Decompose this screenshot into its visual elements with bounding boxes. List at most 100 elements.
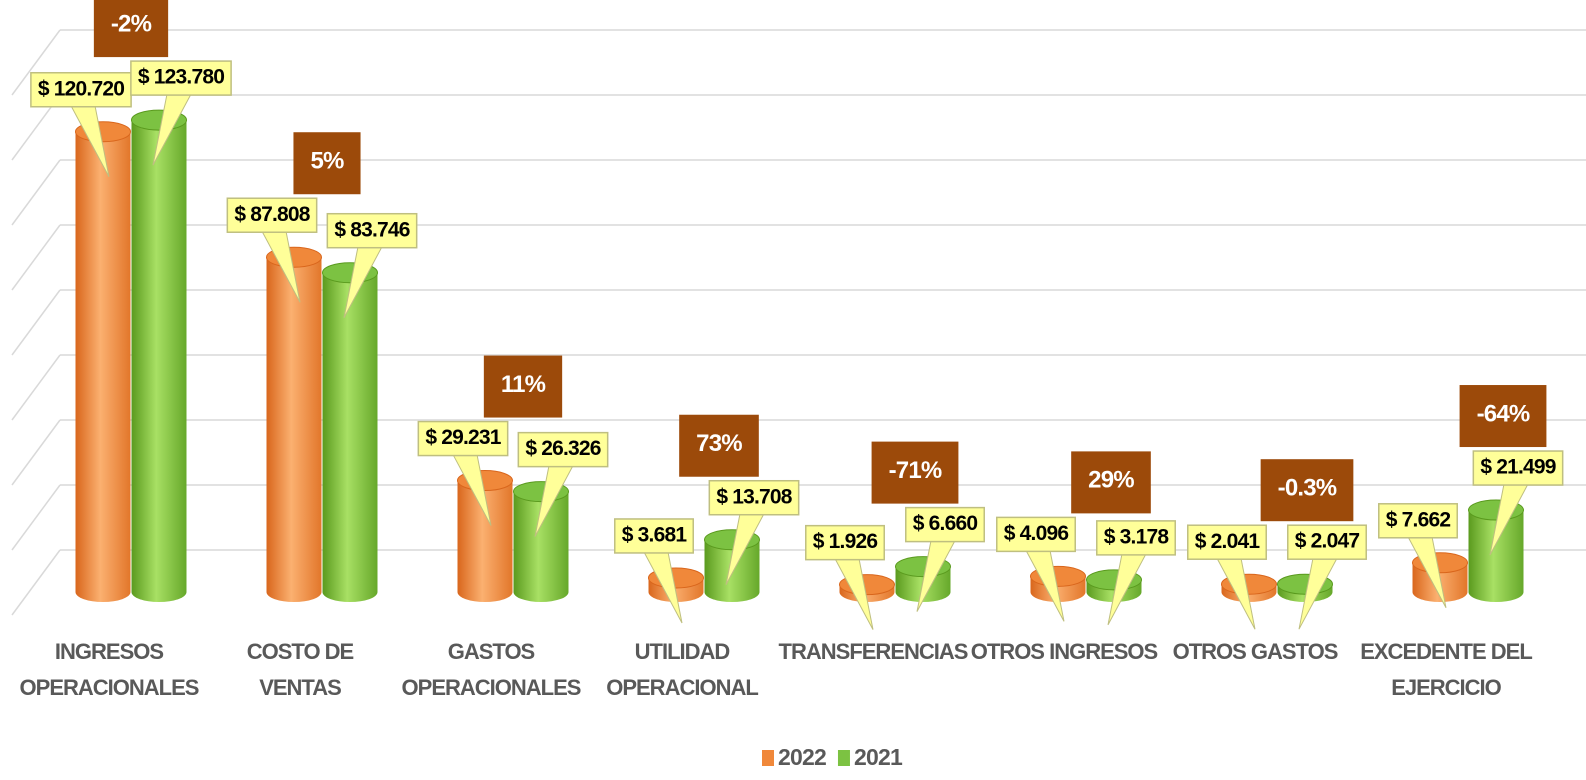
x-tick-label: TRANSFERENCIAS [778,639,969,664]
bar [75,121,131,602]
grid-line-side [11,224,61,291]
bar-body [1468,510,1524,602]
annotation: -64% [1459,385,1547,448]
label-box [805,524,885,561]
data-label-text: $ 7.662 [1386,508,1451,531]
annotation-text: -0.3% [1278,475,1337,502]
legend-label: 2021 [854,744,903,770]
bar [322,262,378,602]
label-box [326,212,418,249]
data-label: $ 1.926 [805,524,885,630]
grid-line-side [11,419,61,486]
annotation-text: 29% [1088,467,1134,494]
annotation-text: -64% [1477,400,1530,427]
bar-body [266,257,322,602]
annotation-box [871,441,959,504]
label-box [30,72,132,108]
label-box [130,60,232,96]
grid-line-side [11,159,61,226]
x-tick-label: INGRESOS OPERACIONALES [19,639,200,700]
data-label-text: $ 2.041 [1195,530,1261,553]
x-tick-label: COSTO DE VENTAS [246,639,355,700]
annotation: 73% [679,414,759,477]
bar-body [457,480,513,602]
x-tick-label: OTROS INGRESOS [970,639,1158,664]
data-label-text: $ 26.326 [525,437,600,460]
data-label-text: $ 29.231 [425,426,501,449]
annotation-box [483,355,563,418]
label-box [1096,520,1176,556]
annotation: 11% [483,355,563,418]
annotation-box [1459,385,1547,448]
data-label-text: $ 21.499 [1480,456,1555,479]
data-label-text: $ 3.681 [622,524,688,547]
data-label-text: $ 4.096 [1004,522,1069,545]
grid-line-side [11,549,61,616]
label-box [226,197,318,233]
data-label: $ 123.780 [130,60,232,166]
x-tick-label: OTROS GASTOS [1172,639,1339,664]
label-box [996,516,1076,553]
label-box [417,420,509,457]
annotation-box [679,414,759,477]
annotation: 5% [293,132,361,195]
legend-label: 2022 [778,744,826,770]
data-label-text: $ 1.926 [813,530,878,553]
bar-body [131,120,187,603]
data-label-text: $ 123.780 [138,66,224,89]
label-box [614,518,694,554]
bar [457,470,513,602]
data-label: $ 83.746 [326,212,418,318]
legend-swatch [837,750,850,766]
grid-line-side [11,29,61,96]
label-box [1378,503,1458,539]
data-label: $ 21.499 [1472,450,1564,556]
annotation-text: -2% [111,10,152,37]
grid-line-side [11,289,61,356]
data-label: $ 87.808 [226,197,318,303]
label-box [517,431,609,468]
annotation-box [293,132,361,195]
label-box [1287,524,1367,560]
data-label: $ 2.041 [1187,524,1267,630]
annotation-text: 73% [696,430,742,457]
data-label: $ 6.660 [905,506,985,612]
data-label-text: $ 83.746 [334,218,409,241]
bar-body [322,272,378,602]
annotation-box [1260,459,1354,522]
label-box [708,479,800,516]
data-label: $ 2.047 [1287,524,1367,630]
data-label-text: $ 2.047 [1295,530,1360,553]
annotation-text: -71% [889,457,942,484]
data-label: $ 3.681 [614,518,694,624]
annotation-text: 5% [310,148,344,175]
bar [1468,499,1524,602]
x-tick-label: UTILIDAD OPERACIONAL [606,639,759,700]
label-box [1187,524,1267,560]
label-box [1472,450,1564,486]
data-label: $ 13.708 [708,479,800,585]
data-label: $ 120.720 [30,72,132,177]
annotation: 29% [1071,451,1151,514]
annotation: -2% [93,0,169,58]
bar [266,246,322,602]
data-label-text: $ 3.178 [1104,525,1170,548]
grid-line-side [11,484,61,551]
x-tick-label: GASTOS OPERACIONALES [401,639,582,700]
bar-body [513,491,569,602]
bar [131,109,187,603]
data-label-text: $ 13.708 [716,485,792,508]
annotation-text: 11% [501,371,546,398]
data-label: $ 3.178 [1096,520,1176,626]
data-label-text: $ 6.660 [913,512,978,535]
annotation: -71% [871,441,959,504]
label-box [905,506,985,543]
annotation: -0.3% [1260,459,1354,522]
data-label-text: $ 87.808 [234,203,310,226]
annotation-box [1071,451,1151,514]
legend-swatch [762,750,774,766]
data-label: $ 29.231 [417,420,509,526]
data-label-text: $ 120.720 [38,77,124,100]
data-label: $ 26.326 [517,431,609,537]
